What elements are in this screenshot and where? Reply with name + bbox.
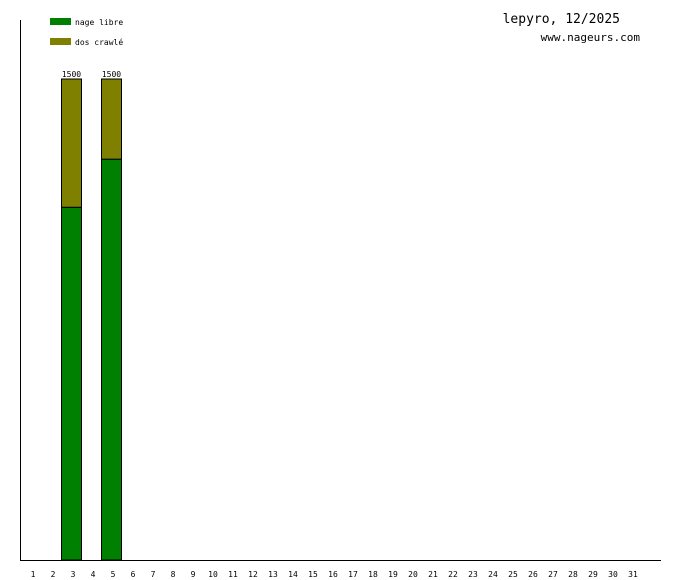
- x-tick-label-4: 4: [91, 570, 96, 579]
- x-tick-label-3: 3: [71, 570, 76, 579]
- legend-label-dos-crawle: dos crawlé: [75, 37, 123, 47]
- x-tick-label-14: 14: [288, 570, 298, 579]
- x-tick-label-1: 1: [31, 570, 36, 579]
- x-tick-label-15: 15: [308, 570, 318, 579]
- bar-day-5-series-0: [101, 158, 122, 561]
- total-label-day-5: 1500: [102, 70, 121, 79]
- x-tick-label-18: 18: [368, 570, 378, 579]
- x-tick-label-29: 29: [588, 570, 598, 579]
- x-tick-label-25: 25: [508, 570, 518, 579]
- x-tick-label-9: 9: [191, 570, 196, 579]
- x-tick-label-16: 16: [328, 570, 338, 579]
- total-label-day-3: 1500: [62, 70, 81, 79]
- x-tick-label-24: 24: [488, 570, 498, 579]
- bars-group: [61, 78, 122, 561]
- x-tick-label-8: 8: [171, 570, 176, 579]
- x-tick-label-2: 2: [51, 570, 56, 579]
- x-tick-labels: 1 2 3 4 5 6 7 8 9 10 11 12 13 14 15 16 17 18 19 20 21 22 23 24 2…: [31, 570, 638, 579]
- x-tick-label-31: 31: [628, 570, 638, 579]
- x-tick-label-30: 30: [608, 570, 618, 579]
- x-tick-label-12: 12: [248, 570, 258, 579]
- x-tick-label-10: 10: [208, 570, 218, 579]
- x-tick-label-11: 11: [228, 570, 238, 579]
- bar-day-3-series-1: [61, 78, 82, 208]
- x-tick-label-7: 7: [151, 570, 156, 579]
- x-tick-label-6: 6: [131, 570, 136, 579]
- legend-swatch-nage-libre: [50, 18, 71, 25]
- x-tick-label-20: 20: [408, 570, 418, 579]
- totals-group: 1500 1500: [62, 70, 121, 79]
- legend-label-nage-libre: nage libre: [75, 18, 123, 27]
- x-tick-label-5: 5: [111, 570, 116, 579]
- x-tick-label-23: 23: [468, 570, 478, 579]
- legend: nage libre dos crawlé: [50, 18, 123, 47]
- x-tick-label-13: 13: [268, 570, 278, 579]
- x-tick-label-27: 27: [548, 570, 558, 579]
- x-tick-label-26: 26: [528, 570, 538, 579]
- legend-swatch-dos-crawle: [50, 38, 71, 45]
- x-tick-label-21: 21: [428, 570, 438, 579]
- x-tick-label-22: 22: [448, 570, 458, 579]
- chart-subtitle: www.nageurs.com: [541, 31, 641, 44]
- x-tick-label-19: 19: [388, 570, 398, 579]
- bar-day-3-series-0: [61, 206, 82, 561]
- chart-title: lepyro, 12/2025: [503, 12, 620, 27]
- x-tick-label-17: 17: [348, 570, 358, 579]
- bar-day-5-series-1: [101, 78, 122, 160]
- x-tick-label-28: 28: [568, 570, 578, 579]
